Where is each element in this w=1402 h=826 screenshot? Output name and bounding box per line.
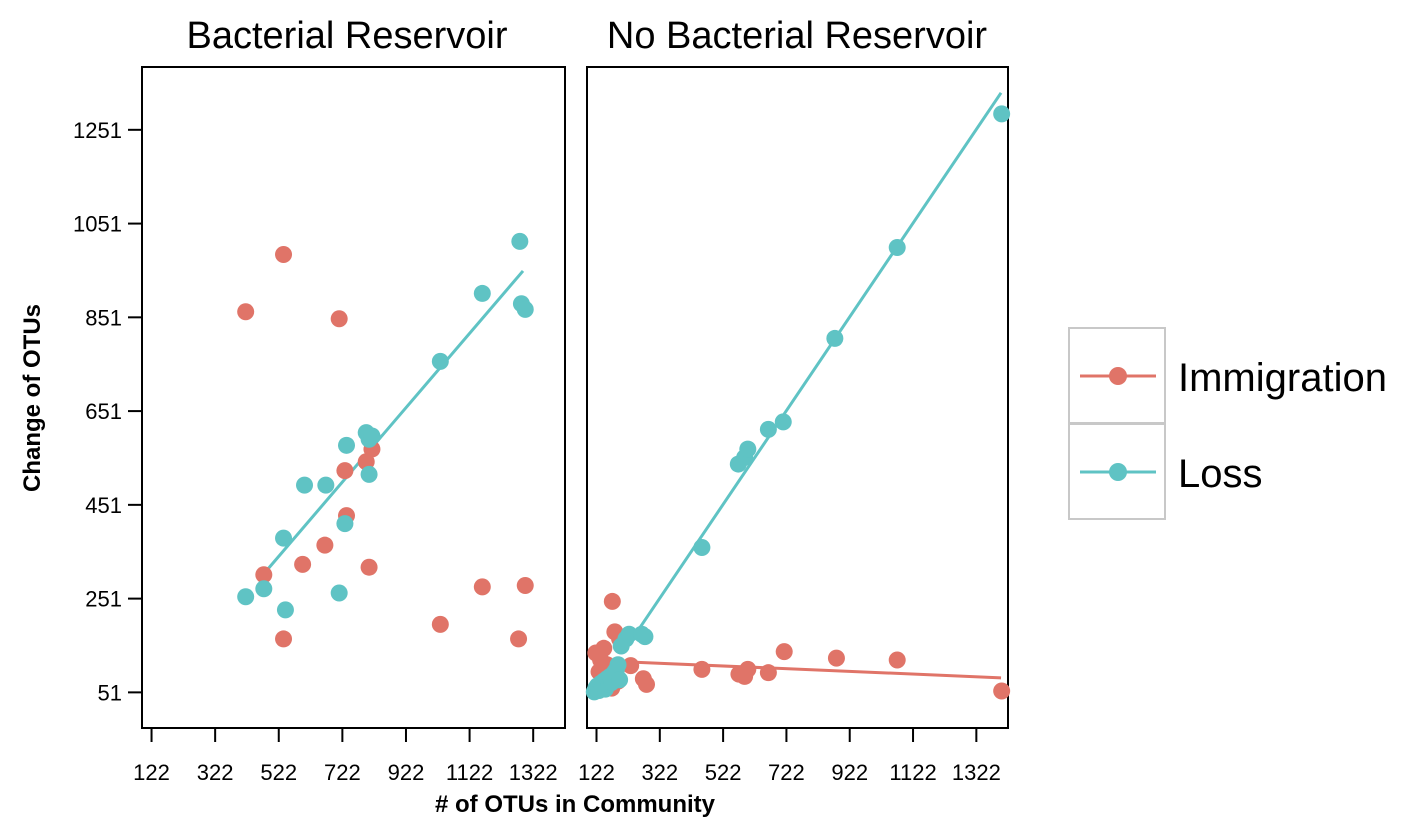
x-tick-label: 1322: [952, 760, 1001, 785]
x-axis-ticks: 122 322 522 722 922 1122 1322: [578, 728, 1001, 785]
x-tick-label: 522: [260, 760, 297, 785]
y-tick-label: 51: [98, 680, 122, 705]
y-tick-label: 1251: [73, 118, 122, 143]
x-tick-label: 122: [578, 760, 615, 785]
x-tick-label: 722: [324, 760, 361, 785]
point-immigration: [638, 675, 656, 693]
point-immigration: [357, 453, 375, 471]
point-loss: [431, 352, 449, 370]
y-tick-label: 651: [85, 399, 122, 424]
point-loss: [516, 300, 534, 318]
point-immigration: [336, 462, 354, 480]
point-loss: [739, 440, 757, 458]
panel-title: No Bacterial Reservoir: [607, 15, 987, 57]
data-points: [585, 105, 1011, 701]
fit-lines: [257, 269, 525, 581]
y-axis-title: Change of OTUs: [19, 304, 46, 492]
point-loss: [336, 515, 354, 533]
x-tick-label: 722: [768, 760, 805, 785]
y-tick-label: 451: [85, 493, 122, 518]
y-tick-label: 1051: [73, 212, 122, 237]
point-immigration: [993, 682, 1011, 700]
panel-no-bacterial-reservoir: No Bacterial Reservoir 122 322 522 722 922 11…: [578, 15, 1011, 785]
point-immigration: [510, 630, 528, 648]
x-tick-label: 1122: [446, 760, 493, 785]
fit-line-loss: [626, 91, 1003, 647]
point-immigration: [759, 664, 777, 682]
point-immigration: [294, 555, 312, 573]
point-immigration: [516, 576, 534, 594]
y-tick-label: 251: [85, 587, 122, 612]
legend-label-loss: Loss: [1178, 452, 1263, 496]
point-loss: [296, 476, 314, 494]
point-immigration: [775, 643, 793, 661]
x-tick-label: 922: [831, 760, 868, 785]
point-loss: [620, 625, 638, 643]
point-immigration: [739, 660, 757, 678]
y-tick-label: 851: [85, 305, 122, 330]
data-points: [237, 232, 534, 648]
point-immigration: [431, 615, 449, 633]
point-immigration: [693, 660, 711, 678]
x-tick-label: 522: [705, 760, 742, 785]
panel-title: Bacterial Reservoir: [187, 15, 508, 57]
point-loss: [338, 436, 356, 454]
point-loss: [330, 584, 348, 602]
point-immigration: [595, 639, 613, 657]
fit-lines: [605, 91, 1003, 680]
point-loss: [511, 232, 529, 250]
point-loss: [473, 284, 491, 302]
point-immigration: [473, 578, 491, 596]
x-tick-label: 122: [133, 760, 170, 785]
point-loss: [275, 529, 293, 547]
point-immigration: [360, 558, 378, 576]
x-tick-label: 1122: [889, 760, 936, 785]
point-loss: [255, 580, 273, 598]
point-immigration: [275, 630, 293, 648]
point-immigration: [255, 566, 273, 584]
point-loss: [693, 539, 711, 557]
point-immigration: [316, 536, 334, 554]
point-loss: [993, 105, 1011, 123]
point-immigration: [237, 303, 255, 321]
x-tick-label: 1322: [509, 760, 558, 785]
x-axis-ticks: 122 322 522 722 922 1122 1322: [133, 728, 558, 785]
legend-marker-loss: [1109, 463, 1127, 481]
point-loss: [276, 601, 294, 619]
legend-marker-immigration: [1109, 367, 1127, 385]
panel-bacterial-reservoir: Bacterial Reservoir 122 322 522 722 922 1122 1…: [73, 15, 566, 785]
legend: Immigration Loss: [1068, 327, 1387, 520]
point-loss: [237, 588, 255, 606]
point-loss: [774, 413, 792, 431]
legend-label-immigration: Immigration: [1178, 356, 1387, 400]
point-immigration: [603, 592, 621, 610]
point-immigration: [888, 651, 906, 669]
fit-line-loss: [257, 269, 525, 581]
x-tick-label: 322: [197, 760, 234, 785]
point-immigration: [330, 310, 348, 328]
x-tick-label: 922: [388, 760, 425, 785]
y-axis-ticks: 51 251 451 651 851 1051 1251: [73, 118, 142, 705]
point-loss: [888, 238, 906, 256]
point-loss: [636, 628, 654, 646]
point-immigration: [622, 657, 640, 675]
point-loss: [609, 656, 627, 674]
point-immigration: [827, 649, 845, 667]
point-loss: [363, 427, 381, 445]
point-loss: [759, 420, 777, 438]
point-loss: [317, 476, 335, 494]
x-tick-label: 322: [641, 760, 678, 785]
point-loss: [826, 329, 844, 347]
plot-area-frame: [586, 66, 1009, 729]
fit-line-immigration: [605, 659, 1002, 680]
point-immigration: [275, 246, 293, 264]
point-loss: [611, 671, 629, 689]
point-loss: [360, 465, 378, 483]
x-axis-title: # of OTUs in Community: [435, 791, 716, 818]
plot-area-frame: [141, 66, 566, 729]
